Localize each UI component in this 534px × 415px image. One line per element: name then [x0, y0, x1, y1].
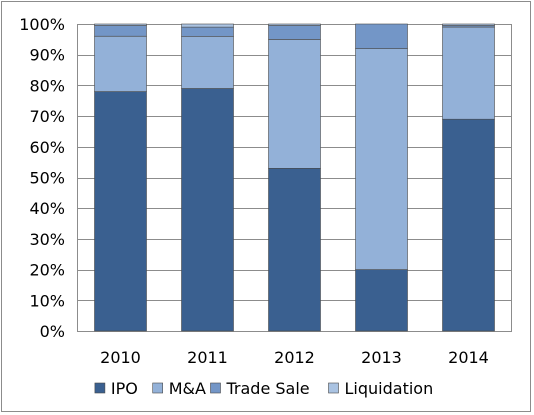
axes — [77, 24, 512, 331]
legend-label: Liquidation — [345, 379, 434, 398]
bar-2012-trade-sale — [268, 25, 321, 40]
bar-2011-trade-sale — [181, 26, 234, 37]
bar-2014-liquidation — [442, 23, 495, 26]
legend-item-liquidation: Liquidation — [328, 379, 434, 398]
bar-2014-ipo — [442, 118, 495, 332]
legend-swatch — [328, 382, 339, 394]
y-tick-label: 90% — [29, 46, 65, 65]
bar-2013-trade-sale — [355, 23, 408, 49]
x-tick-label: 2011 — [187, 348, 228, 367]
bar-2011-liquidation — [181, 23, 234, 28]
legend-swatch — [94, 382, 106, 394]
y-tick-label: 10% — [29, 291, 65, 310]
bar-2011-ipo — [181, 88, 234, 332]
x-tick-label: 2010 — [100, 348, 141, 367]
y-tick-label: 40% — [29, 199, 65, 218]
y-tick-label: 50% — [29, 169, 65, 188]
legend-label: Trade Sale — [226, 379, 310, 398]
bar-2010-m-a — [94, 35, 147, 92]
bar-2014-m-a — [442, 26, 495, 120]
y-tick-label: 80% — [29, 76, 65, 95]
bar-2011-m-a — [181, 35, 234, 89]
bar-2013-ipo — [355, 269, 408, 332]
legend-item-trade-sale: Trade Sale — [210, 379, 310, 398]
bar-2013-m-a — [355, 48, 408, 270]
y-tick-labels: 0% 10% 20% 30% 40% 50% 60% 70% 80% 90% 100% — [19, 15, 65, 341]
y-tick-label: 100% — [19, 15, 65, 34]
x-tick-label: 2012 — [274, 348, 315, 367]
y-tick-label: 20% — [29, 261, 65, 280]
bar-2010-ipo — [94, 91, 147, 332]
bar-2012-m-a — [268, 39, 321, 169]
x-tick-labels: 2010 2011 2012 2013 2014 — [100, 348, 489, 367]
bar-2012-liquidation — [268, 23, 321, 26]
legend-swatch — [210, 382, 221, 394]
y-tick-label: 60% — [29, 138, 65, 157]
x-tick-label: 2014 — [448, 348, 489, 367]
legend: IPO M&A Trade Sale Liquidation — [94, 379, 434, 398]
legend-label: M&A — [169, 379, 206, 398]
x-tick-label: 2013 — [361, 348, 402, 367]
y-tick-label: 0% — [40, 322, 65, 341]
y-tick-label: 30% — [29, 230, 65, 249]
legend-label: IPO — [111, 379, 138, 398]
legend-swatch — [152, 382, 163, 394]
bar-2010-liquidation — [94, 23, 147, 26]
y-tick-label: 70% — [29, 107, 65, 126]
legend-item-ipo: IPO — [94, 379, 138, 398]
bars — [94, 23, 495, 332]
bar-2010-trade-sale — [94, 25, 147, 37]
bar-2012-ipo — [268, 168, 321, 332]
legend-item-m-a: M&A — [152, 379, 206, 398]
